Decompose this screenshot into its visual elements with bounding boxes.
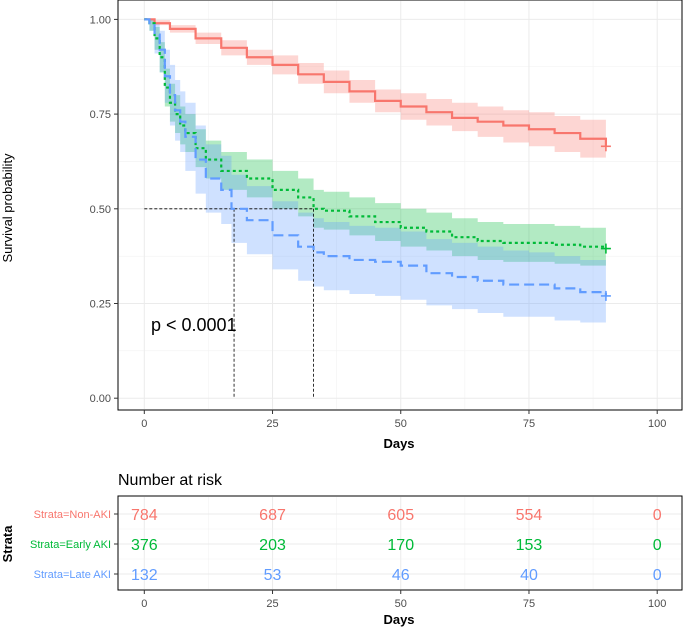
plot-border [117, 0, 683, 411]
gridlines [119, 1, 681, 409]
x-tick-label: 0 [141, 418, 147, 430]
risk-x-tick-label: 25 [266, 598, 278, 610]
ci-band-late-aki [144, 19, 606, 327]
censor-marks [600, 141, 611, 301]
risk-x-axis-title: Days [383, 612, 414, 627]
risk-row-label: Strata=Non-AKI [34, 509, 111, 521]
plot-panel [117, 0, 683, 411]
risk-row-label: Strata=Early AKI [30, 539, 111, 551]
risk-x-tick-label: 0 [141, 598, 147, 610]
risk-count: 687 [259, 507, 286, 524]
median-lines [144, 208, 314, 399]
p-value-label: p < 0.0001 [151, 315, 237, 335]
risk-count: 784 [131, 507, 158, 524]
risk-count: 153 [516, 537, 543, 554]
y-axis-title: Survival probability [0, 153, 15, 263]
risk-row-label: Strata=Late AKI [34, 569, 111, 581]
survival-plot: 0.00 0.25 0.50 0.75 1.00 0 25 50 75 100 p < 0.00… [0, 0, 683, 451]
y-tick-label: 0.00 [90, 393, 111, 405]
risk-table-title: Number at risk [118, 472, 223, 489]
risk-count: 605 [387, 507, 414, 524]
survival-curves [144, 18, 608, 296]
risk-count: 0 [653, 567, 662, 584]
risk-count: 0 [653, 507, 662, 524]
risk-count: 40 [520, 567, 538, 584]
risk-x-tick-label: 50 [395, 598, 407, 610]
x-axis-ticks: 0 25 50 75 100 [141, 410, 666, 430]
risk-count: 0 [653, 537, 662, 554]
risk-count: 376 [131, 537, 158, 554]
risk-x-tick-label: 100 [648, 598, 666, 610]
risk-rows: Strata=Non-AKI 784 687 605 554 0 Strata=Early … [30, 507, 662, 584]
y-tick-label: 1.00 [90, 14, 111, 26]
risk-gridlines [119, 497, 681, 589]
y-axis-ticks: 0.00 0.25 0.50 0.75 1.00 [90, 14, 118, 405]
risk-x-axis-ticks: 0 25 50 75 100 [141, 590, 666, 610]
risk-count: 170 [387, 537, 414, 554]
y-tick-label: 0.25 [90, 299, 111, 311]
x-axis-title: Days [383, 436, 414, 451]
risk-table: Number at risk Strata=Non-AKI 784 687 605 55… [0, 472, 683, 627]
y-tick-label: 0.75 [90, 109, 111, 121]
risk-y-axis-title: Strata [0, 525, 15, 563]
x-tick-label: 100 [648, 418, 666, 430]
x-tick-label: 75 [523, 418, 535, 430]
risk-count: 132 [131, 567, 158, 584]
risk-count: 53 [264, 567, 282, 584]
risk-count: 554 [516, 507, 543, 524]
risk-x-tick-label: 75 [523, 598, 535, 610]
x-tick-label: 50 [395, 418, 407, 430]
ci-band-early-aki [144, 19, 606, 268]
risk-count: 203 [259, 537, 286, 554]
risk-count: 46 [392, 567, 410, 584]
y-tick-label: 0.50 [90, 204, 111, 216]
x-tick-label: 25 [266, 418, 278, 430]
curve-non-aki [144, 18, 608, 147]
curve-late-aki [144, 18, 608, 296]
